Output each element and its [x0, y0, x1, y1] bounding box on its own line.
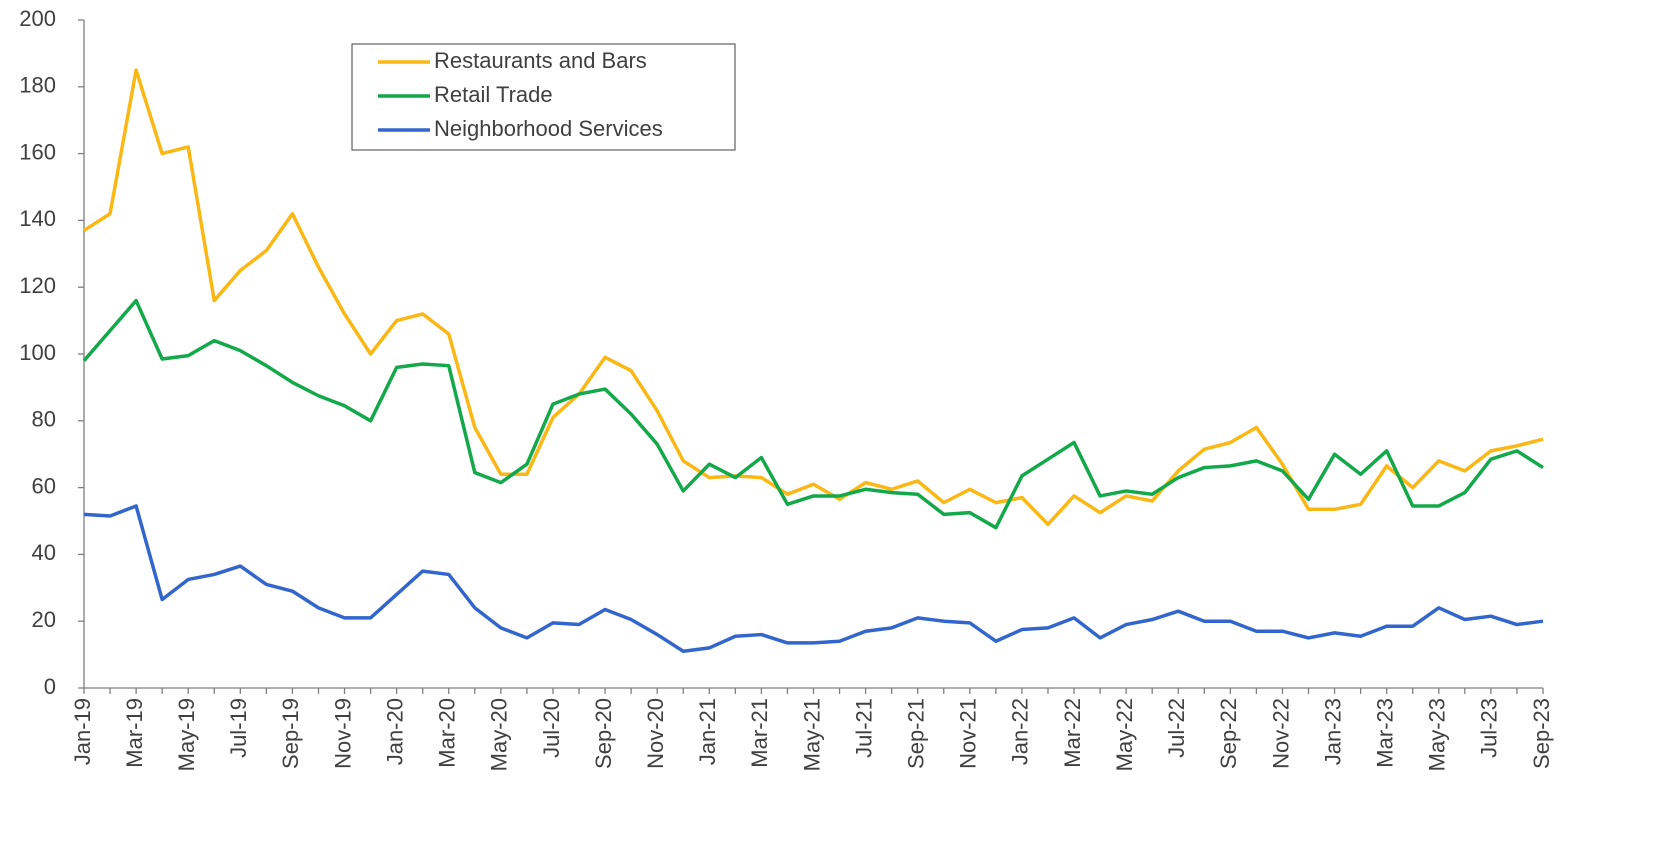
- x-tick-label: Nov-21: [956, 698, 981, 769]
- x-tick-label: Nov-22: [1268, 698, 1293, 769]
- y-tick-label: 180: [19, 73, 56, 98]
- x-tick-label: Jul-20: [539, 698, 564, 758]
- x-tick-label: Sep-19: [278, 698, 303, 769]
- y-tick-label: 200: [19, 6, 56, 31]
- y-tick-label: 0: [44, 674, 56, 699]
- x-tick-label: Jul-22: [1164, 698, 1189, 758]
- y-tick-label: 60: [32, 473, 56, 498]
- x-tick-label: Nov-19: [330, 698, 355, 769]
- x-tick-label: May-22: [1112, 698, 1137, 771]
- x-tick-label: Jul-23: [1477, 698, 1502, 758]
- x-tick-label: Mar-23: [1372, 698, 1397, 768]
- y-tick-label: 160: [19, 139, 56, 164]
- x-tick-label: Jan-19: [70, 698, 95, 765]
- y-tick-label: 20: [32, 607, 56, 632]
- legend-label: Retail Trade: [434, 82, 553, 107]
- series-line: [82, 298, 1544, 530]
- y-tick-label: 40: [32, 540, 56, 565]
- series-line: [83, 504, 1544, 654]
- x-tick-label: Sep-20: [591, 698, 616, 769]
- x-tick-label: Nov-20: [643, 698, 668, 769]
- x-tick-label: May-19: [174, 698, 199, 771]
- x-tick-label: Jan-22: [1008, 698, 1033, 765]
- y-tick-label: 140: [19, 206, 56, 231]
- x-tick-label: May-21: [799, 698, 824, 771]
- x-tick-label: Jul-21: [851, 698, 876, 758]
- x-tick-label: Mar-19: [122, 698, 147, 768]
- x-tick-label: May-20: [487, 698, 512, 771]
- x-tick-label: Jan-20: [382, 698, 407, 765]
- x-tick-label: Jan-23: [1320, 698, 1345, 765]
- x-tick-label: May-23: [1425, 698, 1450, 771]
- x-tick-label: Mar-21: [747, 698, 772, 768]
- x-tick-label: Jan-21: [695, 698, 720, 765]
- x-tick-label: Mar-22: [1060, 698, 1085, 768]
- x-tick-label: Sep-22: [1216, 698, 1241, 769]
- y-tick-label: 120: [19, 273, 56, 298]
- x-tick-label: Sep-23: [1529, 698, 1554, 769]
- x-tick-label: Sep-21: [904, 698, 929, 769]
- x-tick-label: Mar-20: [435, 698, 460, 768]
- legend-label: Restaurants and Bars: [434, 48, 647, 73]
- legend-label: Neighborhood Services: [434, 116, 663, 141]
- x-tick-label: Jul-19: [226, 698, 251, 758]
- y-tick-label: 100: [19, 340, 56, 365]
- y-tick-label: 80: [32, 407, 56, 432]
- legend: Restaurants and Bars Retail Trade Neighbor…: [351, 43, 736, 151]
- series-line: [83, 68, 1544, 527]
